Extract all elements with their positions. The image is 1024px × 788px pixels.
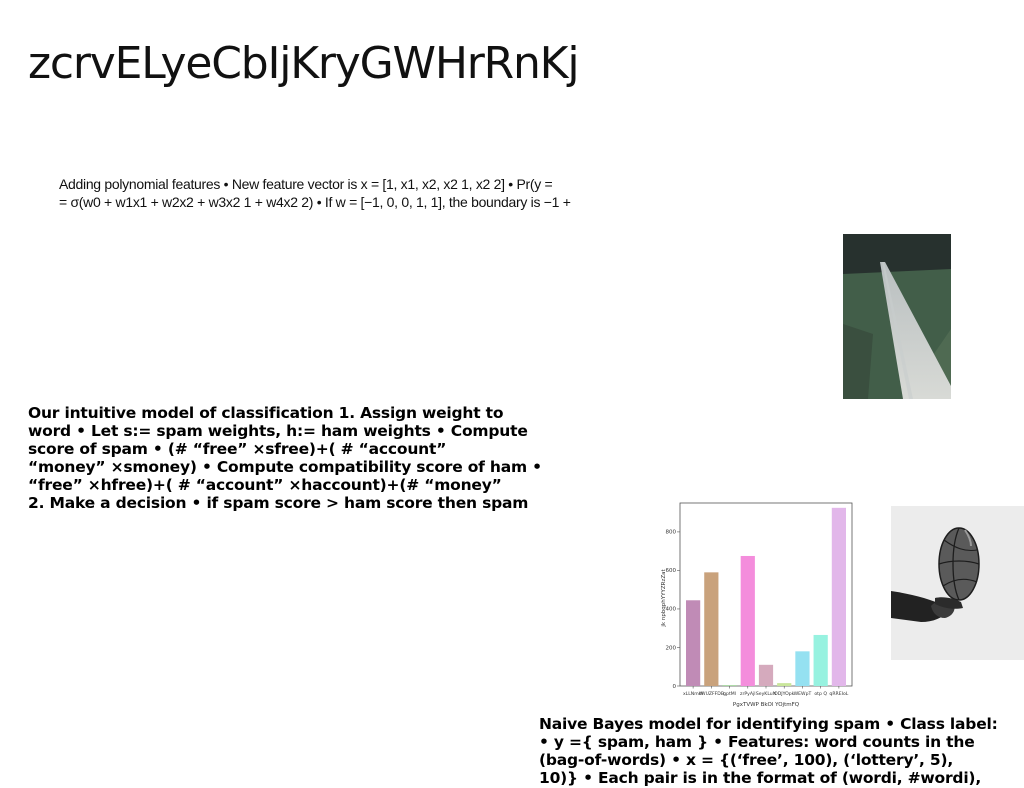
bar [722, 685, 737, 686]
text-line: score of spam • (# “free” ×sfree)+( # “a… [28, 440, 447, 458]
y-tick-label: 0 [673, 684, 677, 690]
polynomial-features-text: Adding polynomial features • New feature… [59, 175, 571, 211]
bar [831, 507, 846, 686]
road-photo [843, 234, 951, 399]
bar [813, 634, 828, 686]
x-tick-label: qRREIoL [829, 691, 848, 697]
text-line: Our intuitive model of classification 1.… [28, 404, 504, 422]
x-tick-label: zrPyAjl [740, 691, 755, 697]
text-line: Adding polynomial features • New feature… [59, 176, 553, 192]
y-tick-label: 400 [666, 607, 677, 613]
bar [777, 683, 792, 686]
x-tick-label: sWUZFFDB [699, 691, 724, 697]
bar [758, 664, 774, 686]
x-tick-label: xLLNmW [683, 691, 704, 697]
bar [704, 572, 719, 686]
text-line: 10)} • Each pair is in the format of (wo… [539, 769, 982, 787]
y-tick-label: 800 [666, 530, 677, 536]
text-line: “money” ×smoney) • Compute compatibility… [28, 458, 542, 476]
bar [740, 555, 755, 686]
x-tick-label: WEWpT [794, 691, 812, 697]
y-axis-label: jk npbqphYYYZRzZat [661, 569, 667, 628]
x-tick-label: SeyKLuN [756, 691, 776, 697]
text-line: = σ(w0 + w1x1 + w2x2 + w3x2 1 + w4x2 2) … [59, 194, 571, 210]
naive-bayes-text: Naive Bayes model for identifying spam •… [539, 715, 998, 787]
text-line: 2. Make a decision • if spam score > ham… [28, 494, 529, 512]
basketball-photo [891, 506, 1024, 660]
bar [686, 600, 701, 686]
y-tick-label: 600 [666, 568, 677, 574]
slide-title: zcrvELyeCbIjKryGWHrRnKj [28, 38, 580, 89]
x-tick-label: otp Q [814, 691, 827, 697]
x-tick-label: gptMl [723, 691, 736, 697]
text-line: Naive Bayes model for identifying spam •… [539, 715, 998, 733]
text-line: “free” ×hfree)+( # “account” ×haccount)+… [28, 476, 502, 494]
text-line: word • Let s:= spam weights, h:= ham wei… [28, 422, 528, 440]
text-line: (bag-of-words) • x = {(‘free’, 100), (‘l… [539, 751, 954, 769]
bar [795, 651, 810, 686]
y-tick-label: 200 [666, 645, 677, 651]
x-tick-label: ODJYOpk [774, 691, 795, 697]
x-axis-label: PgxTVWP BkOl YOjtmFQ [733, 702, 800, 708]
intuitive-model-text: Our intuitive model of classification 1.… [28, 404, 542, 512]
text-line: • y ={ spam, ham } • Features: word coun… [539, 733, 975, 751]
